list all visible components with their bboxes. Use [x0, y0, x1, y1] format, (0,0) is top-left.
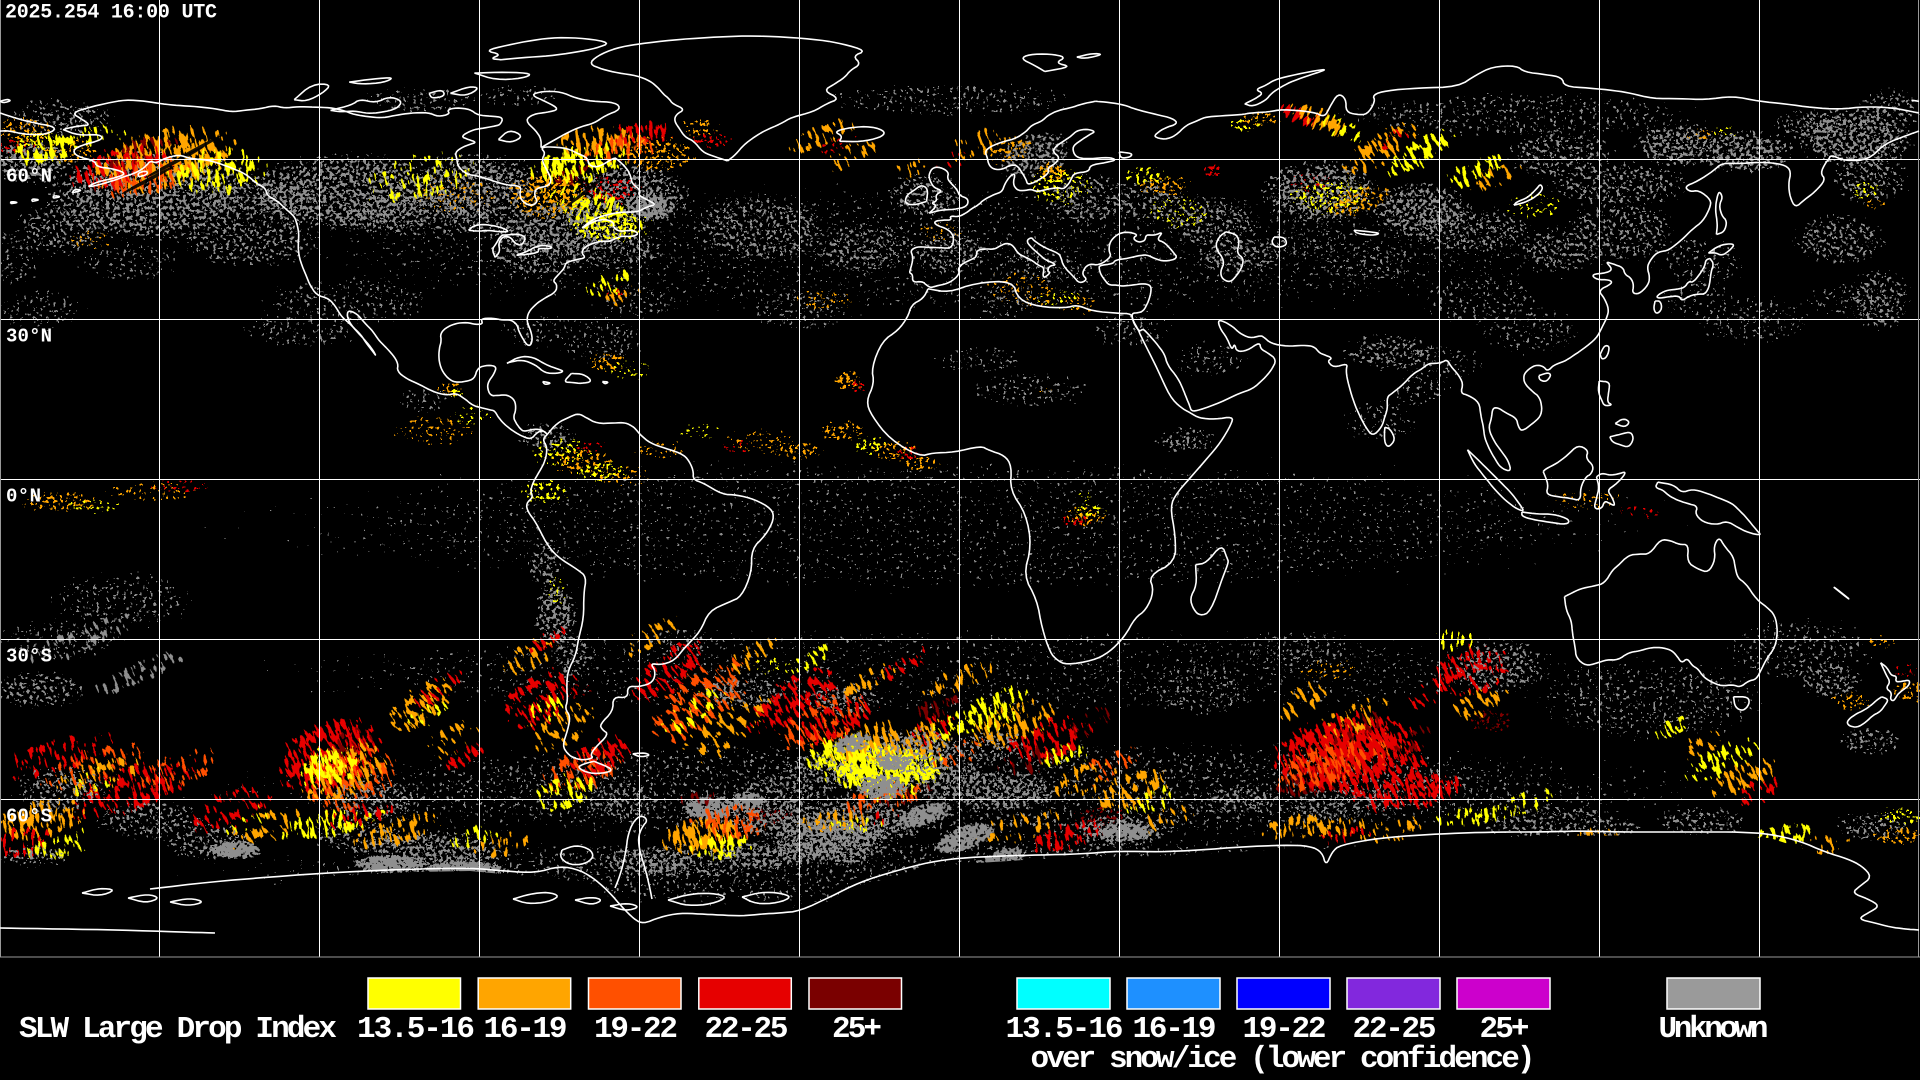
svg-text:19-22: 19-22	[1243, 1012, 1327, 1047]
svg-text:16-19: 16-19	[484, 1012, 568, 1047]
svg-text:over snow/ice (lower confidenc: over snow/ice (lower confidence)	[1031, 1042, 1536, 1077]
svg-text:13.5-16: 13.5-16	[1006, 1012, 1124, 1047]
svg-text:60°S: 60°S	[6, 806, 52, 828]
svg-text:22-25: 22-25	[705, 1012, 789, 1047]
svg-text:30°S: 30°S	[6, 646, 52, 668]
svg-text:25+: 25+	[832, 1012, 882, 1047]
svg-text:SLW Large Drop Index: SLW Large Drop Index	[19, 1012, 337, 1047]
svg-text:16-19: 16-19	[1133, 1012, 1217, 1047]
svg-text:22-25: 22-25	[1353, 1012, 1437, 1047]
svg-text:0°N: 0°N	[6, 486, 41, 508]
svg-text:19-22: 19-22	[594, 1012, 678, 1047]
svg-text:30°N: 30°N	[6, 326, 52, 348]
svg-text:Unknown: Unknown	[1659, 1012, 1769, 1047]
svg-text:2025.254 16:00 UTC: 2025.254 16:00 UTC	[5, 2, 217, 25]
svg-text:60°N: 60°N	[6, 166, 52, 188]
svg-text:25+: 25+	[1480, 1012, 1530, 1047]
svg-text:13.5-16: 13.5-16	[357, 1012, 475, 1047]
